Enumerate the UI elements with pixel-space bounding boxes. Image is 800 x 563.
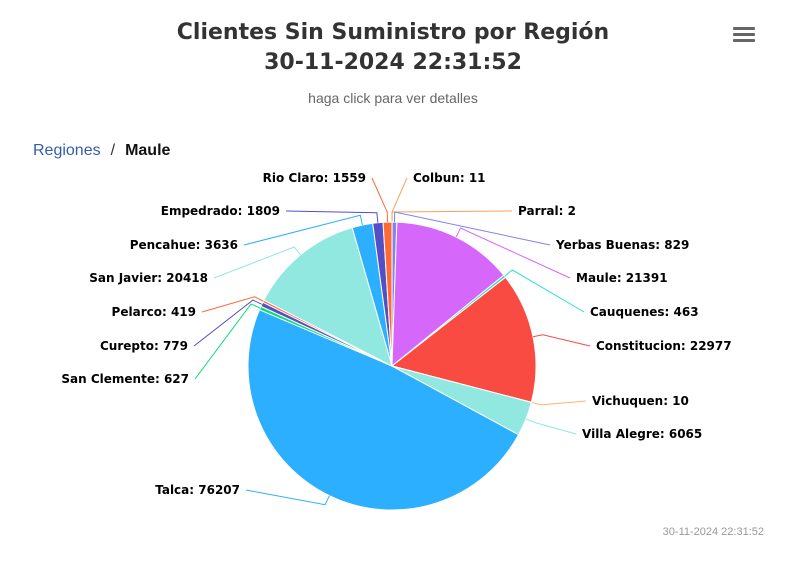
data-label-pencahue[interactable]: Pencahue: 3636 — [130, 238, 238, 252]
pie-slice-talca[interactable] — [247, 309, 520, 511]
connector-constitucion — [532, 334, 591, 347]
breadcrumb-current: Maule — [125, 142, 171, 159]
connector-san-clemente — [194, 303, 261, 380]
data-label-talca[interactable]: Talca: 76207 — [155, 483, 240, 497]
data-label-colbun[interactable]: Colbun: 11 — [413, 171, 486, 185]
chart-credits: 30-11-2024 22:31:52 — [662, 526, 764, 538]
data-label-empedrado[interactable]: Empedrado: 1809 — [161, 204, 280, 218]
connector-pencahue — [243, 214, 363, 246]
connector-cauquenes — [504, 269, 585, 313]
breadcrumb-root-link[interactable]: Regiones — [33, 142, 101, 159]
breadcrumb: Regiones / Maule — [33, 142, 170, 160]
data-label-pelarco[interactable]: Pelarco: 419 — [112, 305, 196, 319]
chart-subtitle: haga click para ver detalles — [308, 90, 478, 106]
connector-san-javier — [213, 246, 301, 279]
pie-slice-san-javier[interactable] — [263, 226, 393, 367]
connector-vichuquen — [531, 400, 587, 406]
chart-title: Clientes Sin Suministro por Región 30-11… — [0, 18, 786, 78]
data-label-cauquenes[interactable]: Cauquenes: 463 — [590, 305, 699, 319]
chart-title-line2: 30-11-2024 22:31:52 — [264, 50, 522, 75]
data-label-maule[interactable]: Maule: 21391 — [576, 271, 668, 285]
data-label-vichuquen[interactable]: Vichuquen: 10 — [592, 394, 689, 408]
connector-yerbas-buenas — [393, 211, 551, 246]
connector-maule — [455, 227, 571, 279]
data-label-parral[interactable]: Parral: 2 — [518, 204, 576, 218]
breadcrumb-separator: / — [110, 142, 116, 159]
data-label-yerbas-buenas[interactable]: Yerbas Buenas: 829 — [555, 238, 689, 252]
connector-talca — [245, 489, 330, 506]
connector-parral — [391, 210, 513, 223]
data-label-villa-alegre[interactable]: Villa Alegre: 6065 — [582, 427, 702, 441]
data-label-san-clemente[interactable]: San Clemente: 627 — [61, 372, 189, 386]
pie-slice-constitucion[interactable] — [390, 276, 537, 403]
data-label-san-javier[interactable]: San Javier: 20418 — [89, 271, 208, 285]
connector-villa-alegre — [525, 418, 577, 435]
connector-empedrado — [285, 210, 379, 223]
data-label-rio-claro[interactable]: Rio Claro: 1559 — [263, 171, 366, 185]
connector-pelarco — [201, 296, 264, 313]
connector-rio-claro — [371, 177, 389, 223]
data-label-constitucion[interactable]: Constitucion: 22977 — [596, 339, 732, 353]
data-label-curepto[interactable]: Curepto: 779 — [100, 339, 188, 353]
chart-title-line1: Clientes Sin Suministro por Región — [176, 20, 610, 45]
connector-curepto — [193, 299, 263, 347]
hamburger-menu-icon[interactable] — [731, 24, 757, 46]
pie-slice-maule[interactable] — [391, 221, 505, 368]
